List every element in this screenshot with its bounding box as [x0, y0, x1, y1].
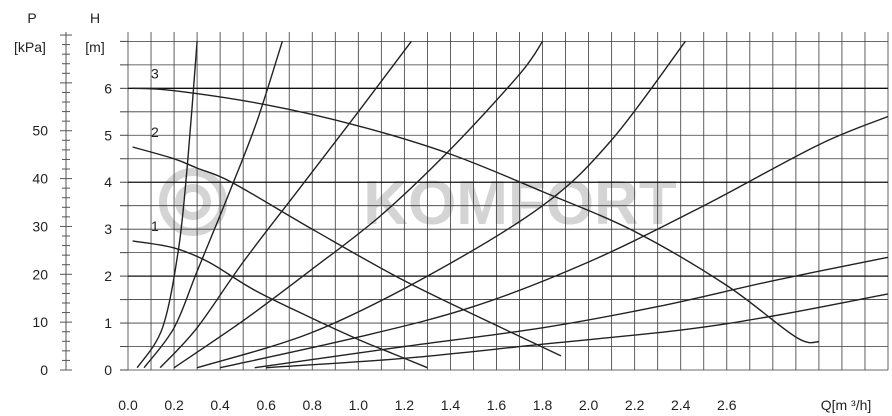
- kpa-tick-label: 30: [32, 218, 48, 234]
- series-label-3: 3: [151, 65, 159, 81]
- x-tick-label: 0.6: [256, 397, 276, 413]
- system-curve: [159, 40, 412, 369]
- x-tick-label: 1.2: [395, 397, 415, 413]
- tick-labels: 0.0 0.2 0.4 0.6 0.8 1.0 1.2 1.4 1.6 1.8 2.0 2.2 2.4 2…: [32, 80, 736, 413]
- m-tick-label: 4: [104, 174, 112, 190]
- system-curve: [266, 293, 889, 369]
- x-tick-label: 2.2: [625, 397, 645, 413]
- x-tick-label: 2.4: [671, 397, 691, 413]
- kpa-scale: [60, 32, 128, 371]
- watermark-text: KOMFORT: [363, 169, 677, 238]
- m-tick-label: 5: [104, 127, 112, 143]
- system-curve: [254, 256, 889, 369]
- x-tick-label: 2.6: [717, 397, 737, 413]
- system-curve: [136, 41, 198, 369]
- m-tick-label: 6: [104, 80, 112, 96]
- x-tick-label: 1.8: [533, 397, 553, 413]
- pump-curve-1: [132, 240, 428, 369]
- kpa-tick-label: 20: [32, 266, 48, 282]
- grid: [127, 32, 889, 371]
- x-tick-label: 1.4: [441, 397, 461, 413]
- kpa-tick-label: 0: [40, 362, 48, 378]
- x-tick-label: 2.0: [579, 397, 599, 413]
- right-axis-unit: [m]: [85, 39, 104, 55]
- x-tick-label: 1.0: [349, 397, 369, 413]
- pump-curve-3: [132, 87, 820, 344]
- system-curve: [196, 40, 686, 369]
- kpa-tick-label: 50: [32, 123, 48, 139]
- m-tick-label: 2: [104, 268, 112, 284]
- x-tick-label: 1.6: [487, 397, 507, 413]
- x-tick-label: 0.8: [303, 397, 323, 413]
- left-axis-unit: [kPa]: [14, 39, 46, 55]
- kpa-tick-label: 40: [32, 171, 48, 187]
- system-curve: [219, 115, 889, 369]
- x-tick-label: 0.4: [210, 397, 230, 413]
- watermark-logo-circle: [159, 168, 227, 236]
- system-curve: [173, 41, 544, 369]
- x-tick-label: 0.0: [118, 397, 138, 413]
- series-label-2: 2: [151, 124, 159, 140]
- m-tick-label: 1: [104, 315, 112, 331]
- system-curve: [143, 41, 283, 369]
- m-tick-label: 0: [104, 362, 112, 378]
- system-curves: [136, 40, 889, 369]
- x-tick-label: 0.2: [164, 397, 184, 413]
- m-tick-label: 3: [104, 221, 112, 237]
- series-label-1: 1: [151, 218, 159, 234]
- right-axis-title: H: [90, 10, 100, 26]
- pump-curve-2: [132, 146, 562, 357]
- kpa-tick-label: 10: [32, 314, 48, 330]
- x-axis-title: Q[m ³/h]: [821, 397, 872, 413]
- left-axis-title: P: [27, 10, 36, 26]
- pump-curves: 1 2 3: [132, 65, 820, 369]
